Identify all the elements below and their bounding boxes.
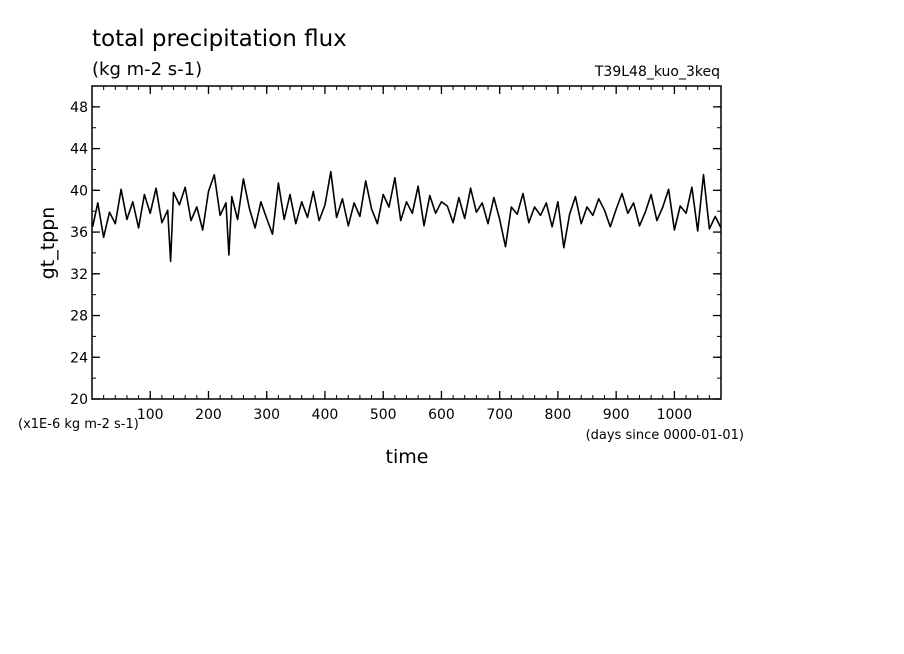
- chart-units: (kg m-2 s-1): [92, 59, 202, 80]
- y-tick-label: 32: [70, 267, 88, 283]
- y-tick-label: 48: [70, 100, 88, 116]
- plot-frame: [91, 85, 722, 400]
- y-tick-label: 20: [70, 392, 88, 408]
- x-units-note: (days since 0000-01-01): [586, 428, 744, 443]
- x-axis-label: time: [386, 446, 429, 468]
- series-line: [91, 170, 722, 263]
- x-tick-label: 900: [603, 407, 630, 423]
- x-tick-label: 800: [545, 407, 572, 423]
- x-tick-labels: 100 200 300 400 500 600 700 800 900 1000: [137, 407, 692, 423]
- y-scale-note: (x1E-6 kg m-2 s-1): [18, 417, 139, 432]
- y-tick-labels: 20 24 28 32 36 40 44 48: [70, 100, 88, 408]
- x-tick-label: 200: [195, 407, 222, 423]
- axis-ticks: [92, 86, 721, 400]
- y-tick-label: 28: [70, 309, 88, 325]
- y-tick-label: 44: [70, 142, 88, 158]
- x-tick-label: 600: [428, 407, 455, 423]
- y-axis-label: gt_tppn: [37, 207, 59, 280]
- run-label: T39L48_kuo_3keq: [594, 64, 720, 80]
- y-tick-label: 36: [70, 225, 88, 241]
- x-tick-label: 100: [137, 407, 164, 423]
- chart-title: total precipitation flux: [92, 26, 347, 52]
- x-tick-label: 700: [486, 407, 513, 423]
- y-tick-label: 24: [70, 350, 88, 366]
- x-tick-label: 1000: [657, 407, 693, 423]
- x-tick-label: 500: [370, 407, 397, 423]
- x-tick-label: 300: [253, 407, 280, 423]
- x-tick-label: 400: [312, 407, 339, 423]
- y-tick-label: 40: [70, 183, 88, 199]
